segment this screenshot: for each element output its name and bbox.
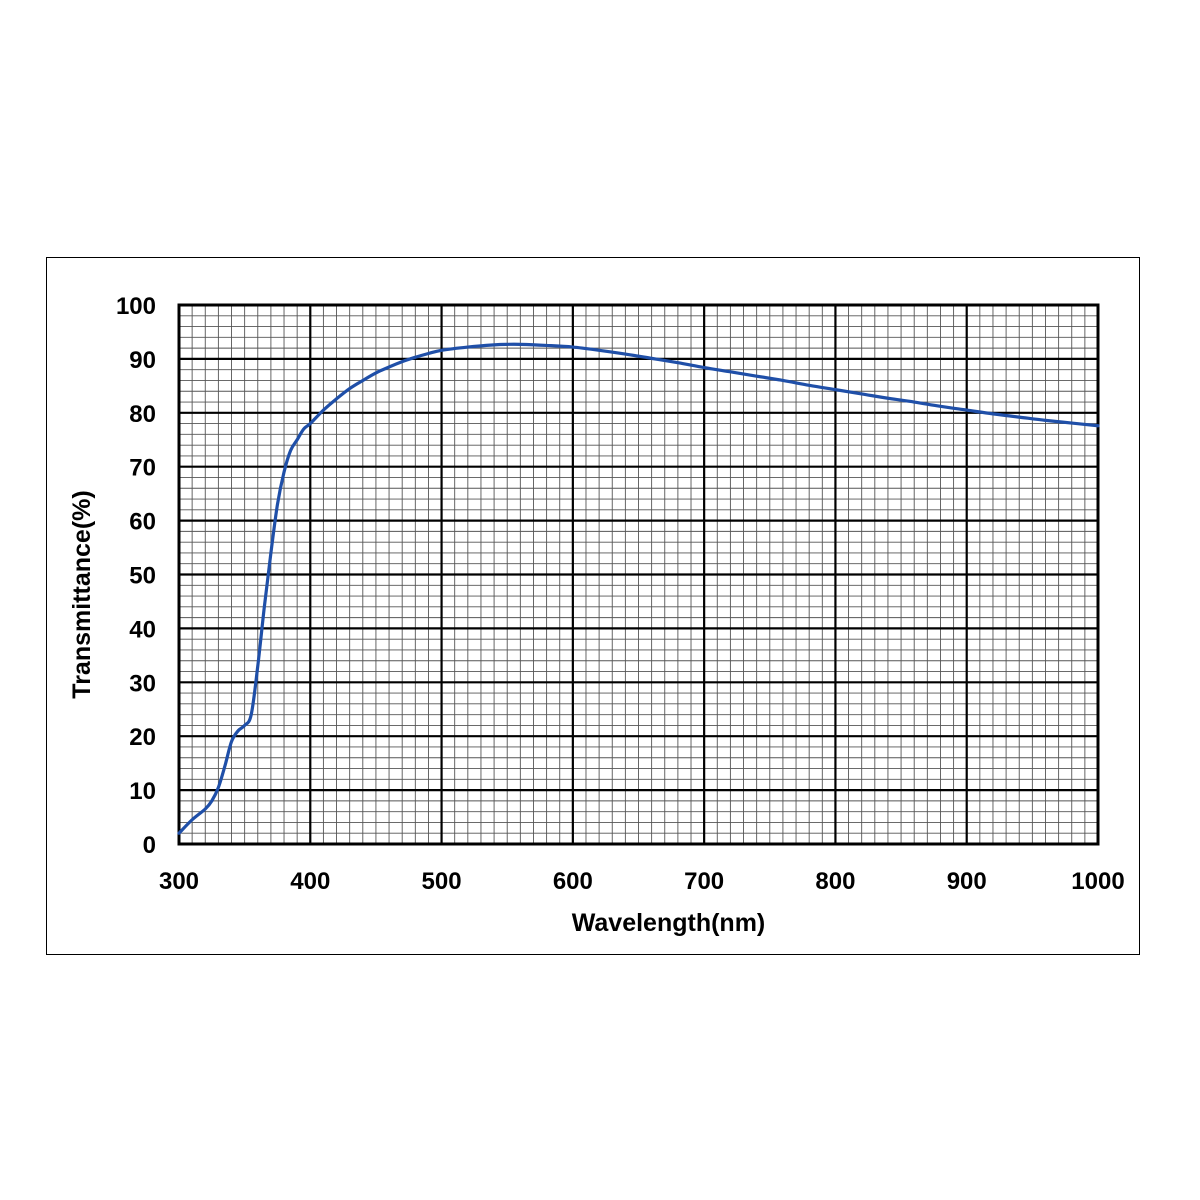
y-tick-label: 50 (129, 563, 156, 590)
x-tick-label: 600 (553, 868, 593, 895)
chart-frame (46, 257, 1140, 955)
x-tick-label: 900 (947, 868, 987, 895)
y-tick-label: 90 (129, 347, 156, 374)
plot-area-border (177, 303, 1100, 846)
x-tick-label: 700 (684, 868, 724, 895)
y-tick-labels: 0 10 20 30 40 50 60 70 80 90 100 (116, 293, 156, 859)
y-tick-label: 30 (129, 670, 156, 697)
y-axis-title: Transmittance(%) (68, 490, 96, 698)
x-axis-title: Wavelength(nm) (572, 909, 766, 937)
y-tick-label: 80 (129, 401, 156, 428)
x-tick-labels: 300 400 500 600 700 800 900 1000 (159, 868, 1125, 895)
x-tick-label: 300 (159, 868, 199, 895)
x-tick-label: 800 (815, 868, 855, 895)
x-tick-label: 400 (290, 868, 330, 895)
y-tick-label: 20 (129, 724, 156, 751)
x-tick-label: 1000 (1071, 868, 1124, 895)
transmittance-curve (177, 342, 1100, 835)
x-tick-label: 500 (422, 868, 462, 895)
y-tick-label: 100 (116, 293, 156, 320)
y-tick-label: 40 (129, 616, 156, 643)
y-tick-label: 0 (143, 832, 156, 859)
y-tick-label: 10 (129, 778, 156, 805)
y-tick-label: 70 (129, 455, 156, 482)
y-tick-label: 60 (129, 509, 156, 536)
